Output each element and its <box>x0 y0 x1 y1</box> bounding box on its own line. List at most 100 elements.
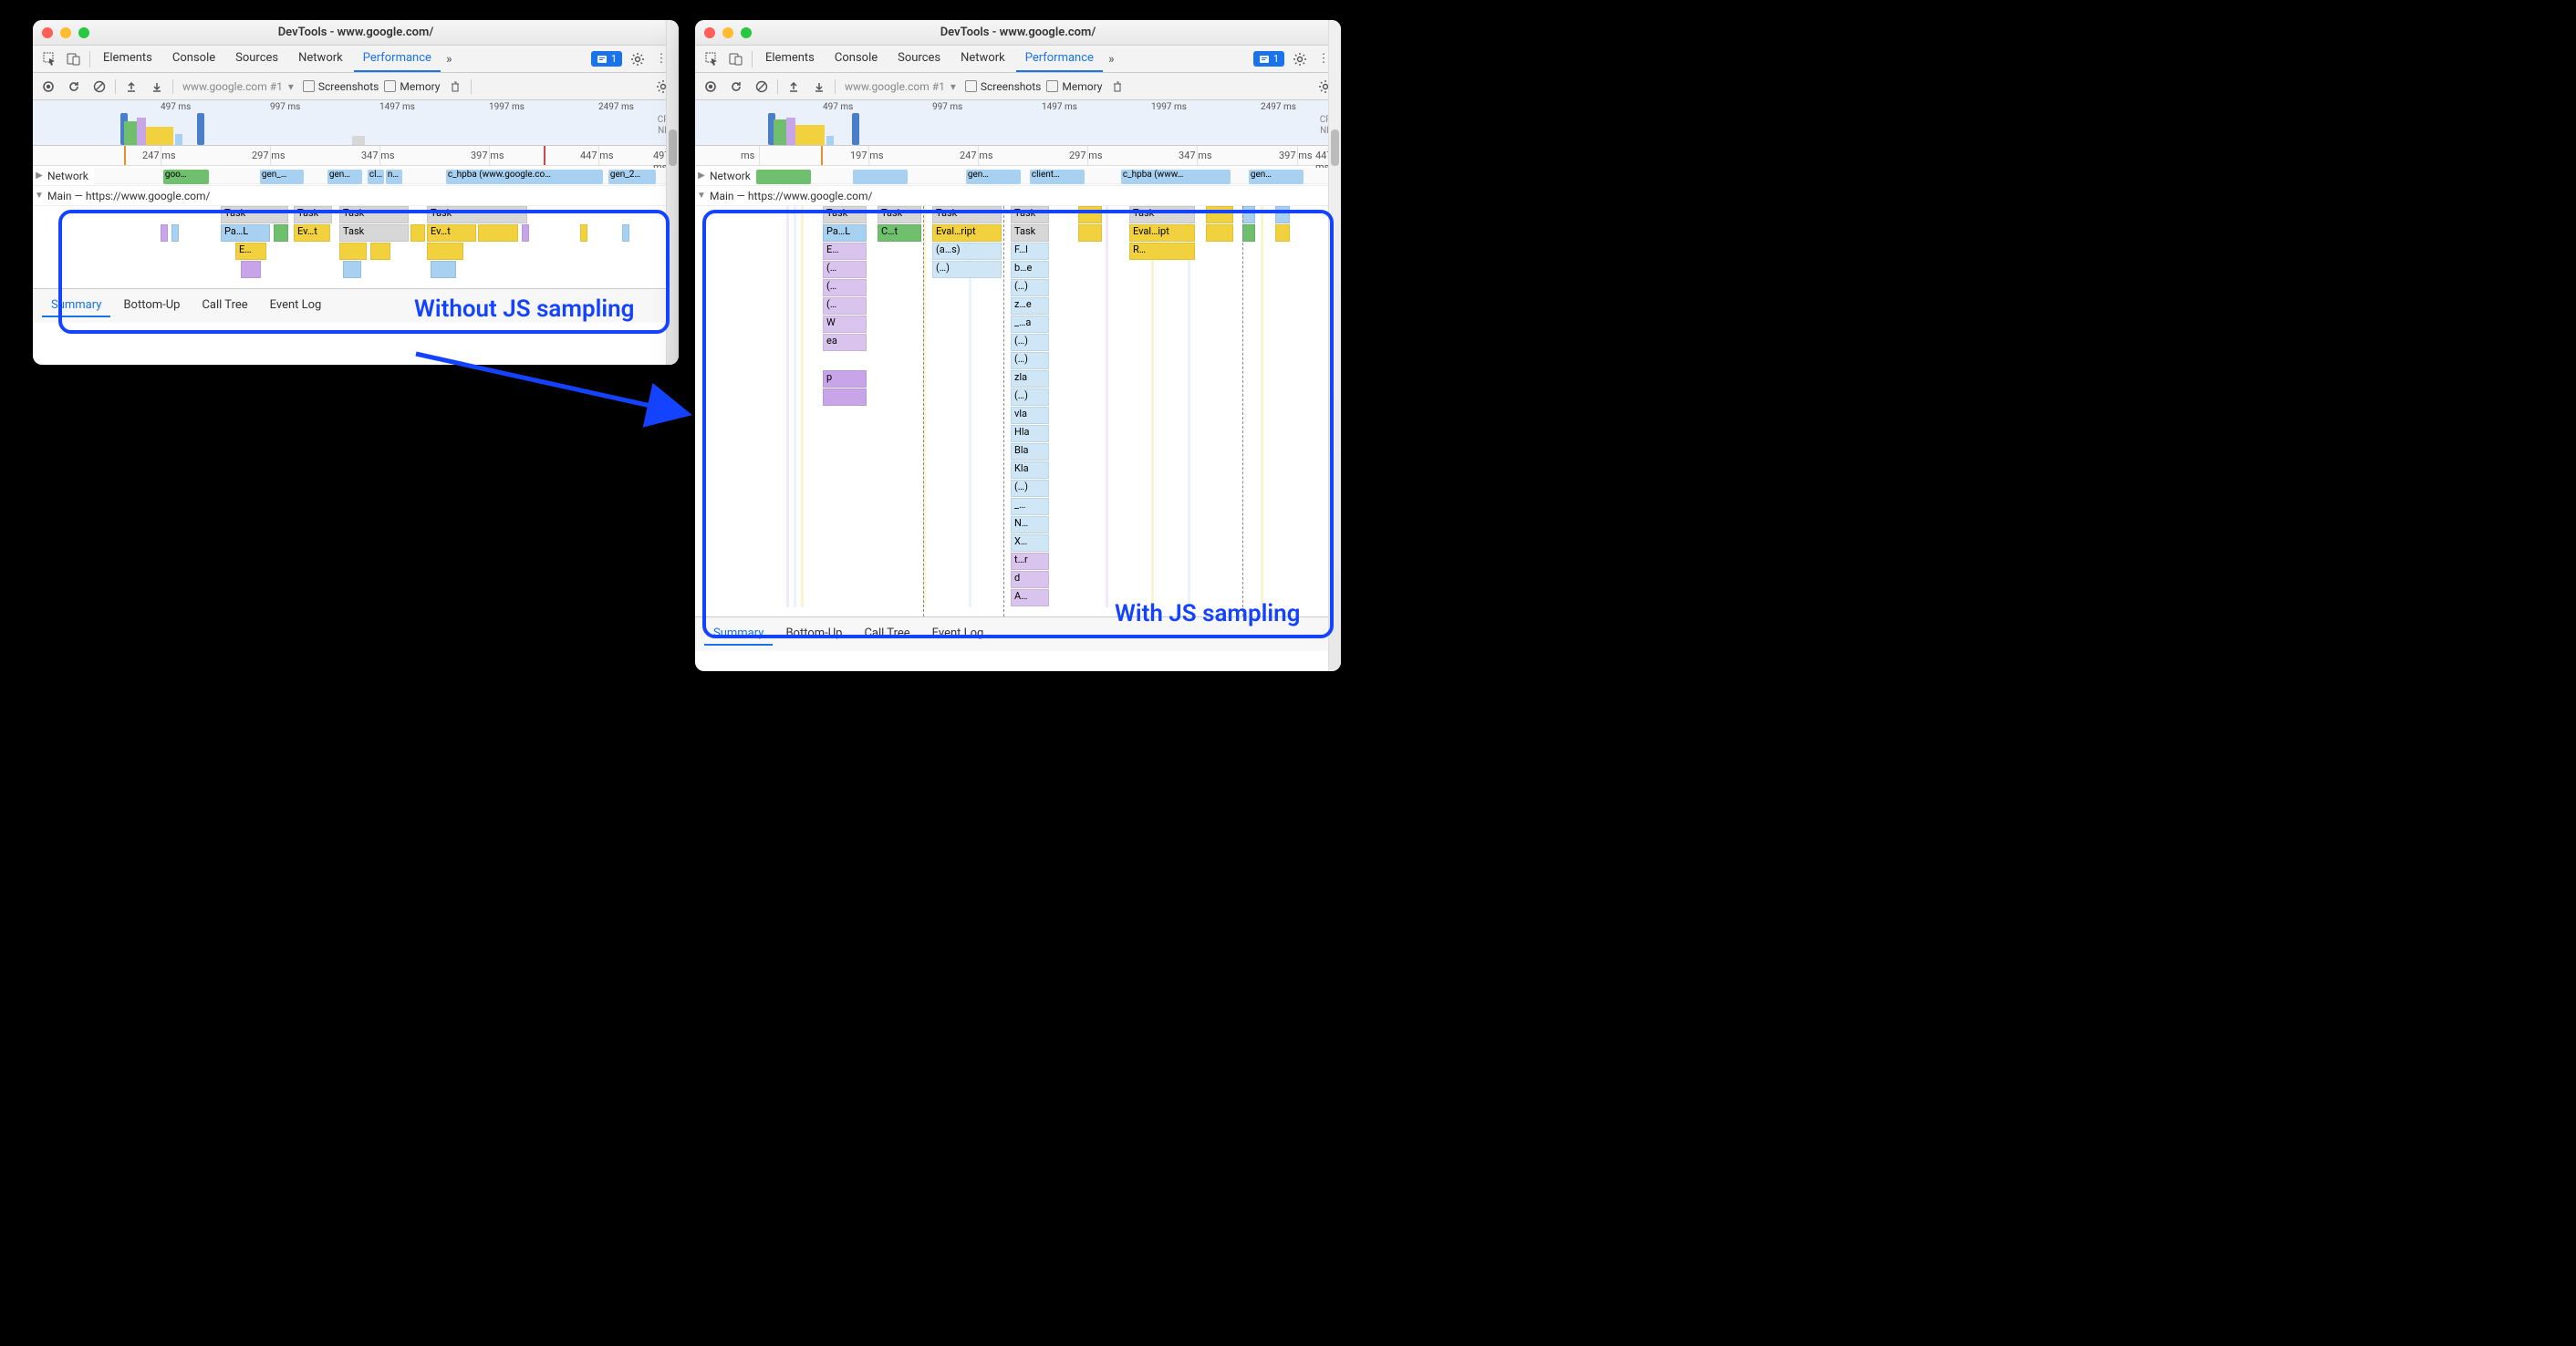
overview-handle[interactable] <box>197 113 204 145</box>
gear-icon[interactable] <box>626 47 649 71</box>
flame-block[interactable]: A… <box>1011 589 1049 606</box>
overview-handle[interactable] <box>852 113 859 145</box>
device-icon[interactable] <box>62 47 86 71</box>
flame-block[interactable]: Task <box>294 206 332 223</box>
flame-block[interactable] <box>1242 206 1255 223</box>
flame-block[interactable]: Task <box>932 206 1002 223</box>
flame-block[interactable]: (… <box>823 261 867 278</box>
tab-sources[interactable]: Sources <box>888 46 950 72</box>
flame-block[interactable]: Task <box>221 206 288 223</box>
flame-block[interactable]: t…r <box>1011 553 1049 570</box>
download-icon[interactable] <box>809 77 829 97</box>
network-track-header[interactable]: ▶ Network gen…client…c_hpba (www…gen… <box>695 166 1341 186</box>
flame-block[interactable]: (a…s) <box>932 243 1002 260</box>
recording-dropdown[interactable]: www.google.com #1 ▾ <box>841 80 960 93</box>
network-block[interactable]: n… <box>386 170 402 184</box>
tab-elements[interactable]: Elements <box>756 46 824 72</box>
flame-block[interactable] <box>431 261 456 278</box>
ruler[interactable]: 247 ms297 ms347 ms397 ms447 ms497 ms <box>33 146 679 166</box>
flame-block[interactable]: Ev…t <box>427 224 476 242</box>
flame-block[interactable]: E… <box>235 243 266 260</box>
network-block[interactable]: gen_2… <box>608 170 656 184</box>
scrollbar[interactable] <box>666 20 679 365</box>
flame-block[interactable]: E… <box>823 243 867 260</box>
flame-block[interactable] <box>1078 224 1102 242</box>
flame-block[interactable]: (…) <box>1011 352 1049 369</box>
upload-icon[interactable] <box>784 77 804 97</box>
flame-block[interactable]: (…) <box>1011 388 1049 406</box>
flame-block[interactable]: Task <box>1011 224 1049 242</box>
memory-checkbox[interactable]: Memory <box>384 80 440 93</box>
network-block[interactable]: gen_… <box>260 170 304 184</box>
bottom-tab-summary[interactable]: Summary <box>704 623 773 646</box>
main-track-header[interactable]: ▼ Main — https://www.google.com/ <box>695 186 1341 206</box>
flame-block[interactable] <box>823 388 867 406</box>
close-dot[interactable] <box>42 27 53 38</box>
traffic-lights[interactable] <box>704 27 752 38</box>
bottom-tab-bottom-up[interactable]: Bottom-Up <box>776 623 851 646</box>
close-dot[interactable] <box>704 27 715 38</box>
flame-block[interactable]: _…a <box>1011 316 1049 333</box>
upload-icon[interactable] <box>121 77 141 97</box>
network-block[interactable]: c_hpba (www… <box>1121 170 1231 184</box>
network-block[interactable]: gen… <box>1249 170 1304 184</box>
flame-block[interactable]: Pa…L <box>221 224 270 242</box>
network-block[interactable]: gen… <box>966 170 1021 184</box>
bottom-tab-event-log[interactable]: Event Log <box>261 295 331 317</box>
flame-block[interactable] <box>580 224 587 242</box>
tab-console[interactable]: Console <box>163 46 224 72</box>
network-block[interactable]: cl… <box>368 170 384 184</box>
flame-block[interactable]: ea <box>823 334 867 351</box>
flame-block[interactable]: Task <box>878 206 921 223</box>
clear-icon[interactable] <box>752 77 772 97</box>
chevron-down-icon[interactable]: ▼ <box>695 191 708 201</box>
network-block[interactable]: goo… <box>163 170 209 184</box>
overview-timeline[interactable]: 497 ms997 ms1497 ms1997 ms2497 ms CPUNET <box>33 100 679 146</box>
flame-block[interactable] <box>522 224 529 242</box>
flame-block[interactable]: Ev…t <box>294 224 330 242</box>
flame-block[interactable] <box>171 224 179 242</box>
bottom-tab-bottom-up[interactable]: Bottom-Up <box>114 295 189 317</box>
minimize-dot[interactable] <box>722 27 733 38</box>
clear-icon[interactable] <box>89 77 109 97</box>
tab-network[interactable]: Network <box>289 46 352 72</box>
inspect-icon[interactable] <box>701 47 724 71</box>
flame-block[interactable]: Pa…L <box>823 224 867 242</box>
overview-timeline[interactable]: 497 ms997 ms1497 ms1997 ms2497 ms CPUNET <box>695 100 1341 146</box>
titlebar[interactable]: DevTools - www.google.com/ <box>695 20 1341 46</box>
flame-block[interactable]: C…t <box>878 224 921 242</box>
bottom-tab-call-tree[interactable]: Call Tree <box>855 623 919 646</box>
flame-block[interactable]: (… <box>823 297 867 315</box>
traffic-lights[interactable] <box>42 27 89 38</box>
flame-block[interactable]: zla <box>1011 370 1049 388</box>
flame-block[interactable]: Eval…ript <box>932 224 1002 242</box>
tab-console[interactable]: Console <box>826 46 887 72</box>
flame-block[interactable]: (… <box>823 279 867 296</box>
inspect-icon[interactable] <box>38 47 62 71</box>
reload-icon[interactable] <box>726 77 746 97</box>
flame-block[interactable]: Task <box>1011 206 1049 223</box>
flame-block[interactable]: p <box>823 370 867 388</box>
flame-block[interactable] <box>343 261 361 278</box>
chevron-right-icon[interactable]: ▶ <box>33 171 46 181</box>
main-track-header[interactable]: ▼ Main — https://www.google.com/ <box>33 186 679 206</box>
flame-block[interactable] <box>1242 224 1255 242</box>
flame-block[interactable]: X… <box>1011 534 1049 552</box>
flame-block[interactable]: z…e <box>1011 297 1049 315</box>
recording-dropdown[interactable]: www.google.com #1 ▾ <box>179 80 297 93</box>
flame-block[interactable]: R… <box>1129 243 1195 260</box>
flame-block[interactable] <box>274 224 288 242</box>
device-icon[interactable] <box>724 47 748 71</box>
scrollbar[interactable] <box>1328 20 1341 671</box>
flame-block[interactable]: Task <box>427 206 527 223</box>
record-icon[interactable] <box>38 77 58 97</box>
flame-block[interactable]: Task <box>823 206 867 223</box>
flame-block[interactable]: Hla <box>1011 425 1049 442</box>
network-block[interactable]: client… <box>1030 170 1085 184</box>
flame-block[interactable]: _… <box>1011 498 1049 515</box>
gc-icon[interactable] <box>445 77 465 97</box>
flame-block[interactable]: Kla <box>1011 461 1049 479</box>
record-icon[interactable] <box>701 77 721 97</box>
titlebar[interactable]: DevTools - www.google.com/ <box>33 20 679 46</box>
flame-block[interactable] <box>241 261 261 278</box>
